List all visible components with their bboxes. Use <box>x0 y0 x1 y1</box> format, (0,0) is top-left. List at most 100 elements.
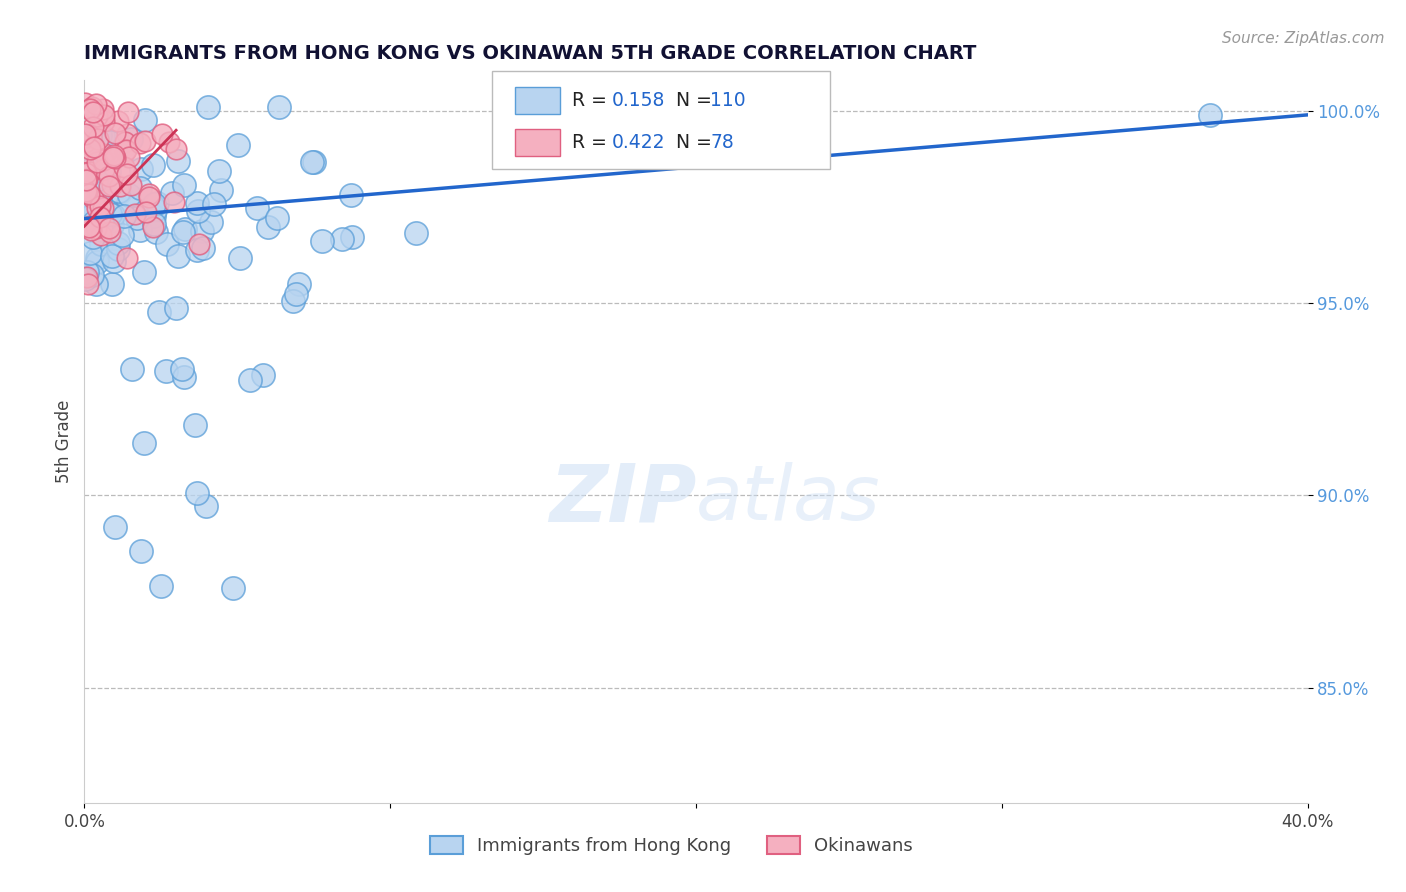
Point <box>77 162 100 177</box>
Point <box>90 237 112 252</box>
Point <box>112 160 135 174</box>
Point <box>135 205 157 219</box>
Point <box>90 228 112 243</box>
Point <box>77 202 100 216</box>
Point <box>79 165 101 179</box>
Point <box>257 219 280 234</box>
Text: R =: R = <box>572 133 619 153</box>
Point <box>191 224 214 238</box>
Point <box>167 249 190 263</box>
Point <box>117 104 139 119</box>
Point <box>150 127 173 141</box>
Point <box>107 113 129 128</box>
Point <box>134 135 156 149</box>
Point <box>194 499 217 513</box>
Point <box>186 195 208 210</box>
Point <box>125 211 148 225</box>
Text: IMMIGRANTS FROM HONG KONG VS OKINAWAN 5TH GRADE CORRELATION CHART: IMMIGRANTS FROM HONG KONG VS OKINAWAN 5T… <box>84 45 977 63</box>
Point <box>118 150 141 164</box>
Point <box>75 96 97 111</box>
Point <box>101 277 124 291</box>
Point <box>82 229 104 244</box>
Point <box>86 202 108 216</box>
Point <box>101 208 124 222</box>
Point <box>266 211 288 225</box>
Point <box>134 113 156 128</box>
Point <box>138 187 160 202</box>
Point <box>104 519 127 533</box>
Point <box>93 108 115 122</box>
Point <box>173 178 195 193</box>
Point <box>134 265 156 279</box>
Point <box>281 294 304 309</box>
Point <box>330 232 353 246</box>
Point <box>83 140 105 154</box>
Point <box>82 105 104 120</box>
Point <box>187 237 209 252</box>
Point <box>77 220 100 235</box>
Point <box>114 136 136 150</box>
Point <box>89 128 111 142</box>
Point <box>100 211 122 225</box>
Point <box>120 132 142 146</box>
Text: 0.158: 0.158 <box>612 91 665 111</box>
Point <box>114 144 136 158</box>
Point <box>107 242 129 256</box>
Point <box>191 242 214 256</box>
Point <box>73 135 96 149</box>
Point <box>73 145 96 159</box>
Point <box>75 130 97 145</box>
Point <box>100 178 122 192</box>
Point <box>208 163 231 178</box>
Point <box>222 581 245 595</box>
Point <box>167 153 190 168</box>
Point <box>77 185 100 199</box>
Text: R =: R = <box>572 91 619 111</box>
Point <box>93 114 115 128</box>
Point <box>115 167 138 181</box>
Point <box>145 225 167 239</box>
Point <box>79 195 101 210</box>
Point <box>229 251 252 265</box>
Point <box>129 543 152 558</box>
Point <box>129 162 152 177</box>
Point <box>79 219 101 234</box>
Point <box>98 136 121 150</box>
Point <box>90 186 112 201</box>
Point <box>342 230 364 244</box>
Point <box>82 268 104 282</box>
Point <box>117 251 139 265</box>
Point <box>142 218 165 232</box>
Point <box>91 102 114 116</box>
Point <box>1198 108 1220 122</box>
Point <box>142 220 165 235</box>
Point <box>142 158 165 172</box>
Point <box>80 100 103 114</box>
Point <box>75 166 97 180</box>
Point <box>103 147 125 161</box>
Text: Source: ZipAtlas.com: Source: ZipAtlas.com <box>1222 31 1385 46</box>
Point <box>73 127 96 141</box>
Point <box>93 153 115 168</box>
Point <box>134 435 156 450</box>
Point <box>245 202 267 216</box>
Point <box>173 370 195 384</box>
Point <box>104 151 127 165</box>
Point <box>145 195 167 210</box>
Text: atlas: atlas <box>696 462 880 536</box>
Point <box>117 196 139 211</box>
Point <box>79 128 101 143</box>
Point <box>209 183 232 197</box>
Point <box>107 236 129 251</box>
Point <box>103 150 125 164</box>
Point <box>172 361 194 376</box>
Point <box>129 136 152 150</box>
Text: 110: 110 <box>710 91 745 111</box>
Point <box>98 220 121 235</box>
Point <box>86 155 108 169</box>
Point <box>98 169 121 183</box>
Point <box>288 277 311 291</box>
Point <box>202 197 225 211</box>
Point <box>86 255 108 269</box>
Point <box>100 249 122 263</box>
